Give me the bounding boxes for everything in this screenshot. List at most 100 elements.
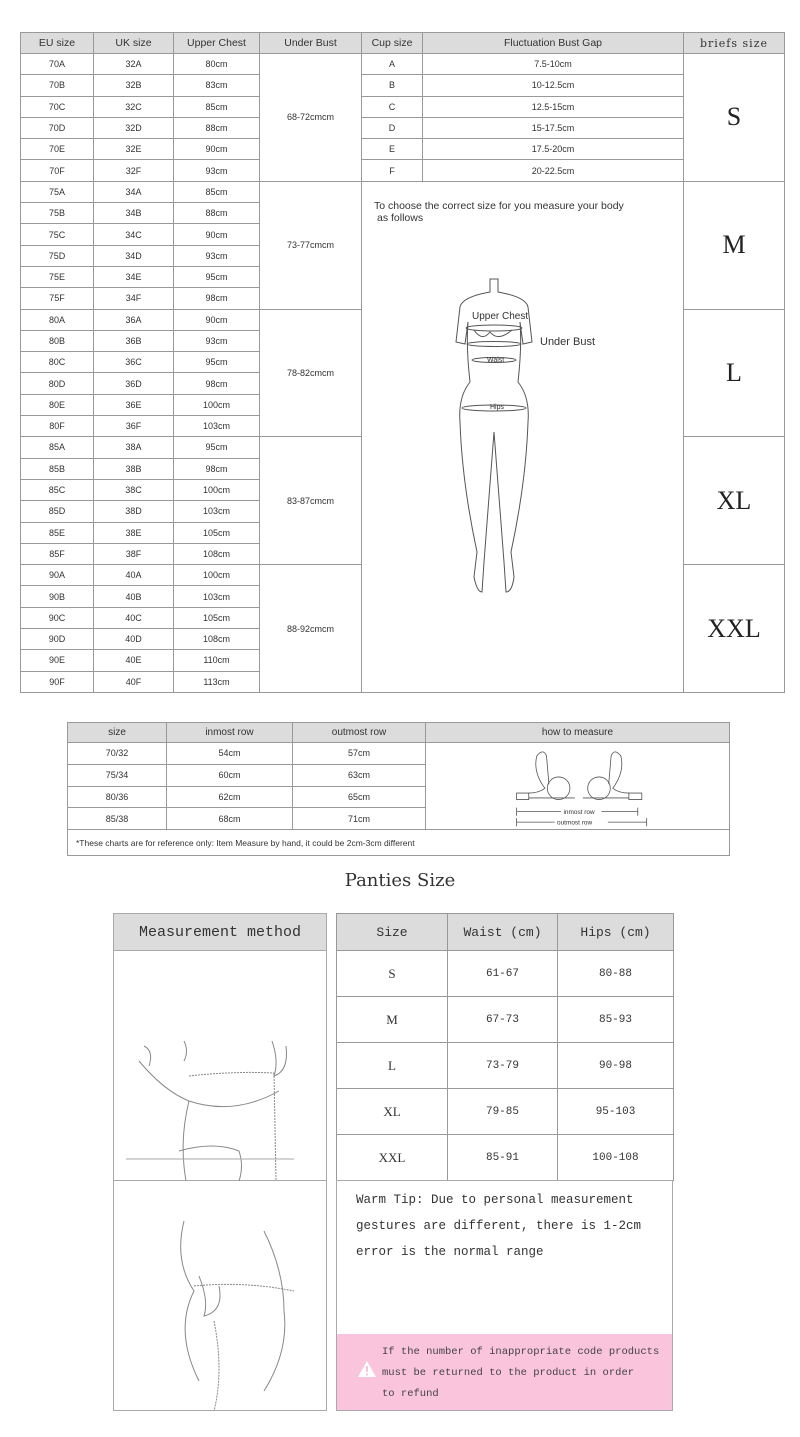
how-to-measure-diagram: inmost row outmost row [425,742,730,830]
warm-tip-panel: Warm Tip: Due to personal measurement ges… [336,1180,673,1411]
cell: 85A [20,436,94,459]
column-header: Size [336,913,448,951]
column-header: Under Bust [259,32,362,54]
table-row: 70D 32D 88cm D 15-17.5cm [20,116,785,140]
table-row: 80F 36F 103cm [20,415,785,438]
briefs-size-cell: L [683,308,785,438]
table-row: 75C 34C 90cm [20,223,785,246]
table-row: 85C 38C 100cm [20,478,785,502]
cell: 95cm [173,351,260,374]
cell: 36C [93,351,174,374]
cell: 90cm [173,308,260,331]
mannequin-illustration: Upper Chest Under Bust Waist Hips [455,278,595,593]
column-header: briefs size [683,32,785,54]
cell: 75A [20,180,94,204]
hip-measure-illustration [114,1181,326,1412]
cell: 85cm [173,180,260,204]
outmost-row-label: outmost row [557,820,592,827]
tip-line: Warm Tip: Due to personal measurement [356,1193,634,1207]
cell: 40E [93,649,174,672]
cell: 70F [20,159,94,182]
note-row: *These charts are for reference only: It… [67,829,730,856]
cell: 40D [93,628,174,651]
cell: 90E [20,649,94,672]
cell: 57cm [292,742,426,765]
cell: 88cm [173,116,260,140]
cell: 38C [93,478,174,502]
under-bust-label: Under Bust [540,336,595,348]
gap-cell: 20-22.5cm [422,159,684,182]
return-warning: If the number of inappropriate code prod… [337,1334,672,1410]
cell: 80C [20,351,94,374]
table-row: 80C 36C 95cm [20,351,785,374]
cell: 85cm [173,95,260,118]
table-row: 80/36 62cm 65cm [67,785,730,809]
under-bust-cell: 78-82cmcm [259,308,362,438]
under-bust-cell: 83-87cmcm [259,436,362,566]
briefs-size-cell: M [683,180,785,310]
cell: 40C [93,606,174,630]
cell: 80B [20,329,94,353]
cell: 90-98 [557,1042,674,1089]
reference-note: *These charts are for reference only: It… [67,829,730,856]
cell: 90cm [173,138,260,161]
cup-cell: E [361,138,423,161]
cell: 95cm [173,265,260,289]
bra-size-table: EU size UK size Upper Chest Under Bust Cup s… [20,32,785,693]
column-header: EU size [20,32,94,54]
figure-instruction: To choose the correct size for you measu… [362,182,683,224]
cell: 61-67 [447,950,558,997]
column-header: how to measure [425,722,730,743]
cell: 88cm [173,202,260,225]
cell: 103cm [173,585,260,608]
cell: 62cm [166,785,293,809]
table-row: XL 79-85 95-103 [336,1088,674,1135]
cell: 65cm [292,785,426,809]
cell: 68cm [166,807,293,830]
table-row: 80E 36E 100cm [20,393,785,417]
table-row: 70B 32B 83cm B 10-12.5cm [20,74,785,97]
cell: 34E [93,265,174,289]
under-bust-cell: 88-92cmcm [259,564,362,693]
cup-cell: C [361,95,423,118]
bra-band-diagram: inmost row outmost row [515,751,647,827]
cell: 103cm [173,500,260,523]
gap-cell: 7.5-10cm [422,52,684,76]
cell: L [336,1042,448,1089]
cell: 105cm [173,606,260,630]
inmost-row-label: inmost row [563,809,595,816]
cup-cell: B [361,74,423,97]
cell: 80/36 [67,785,167,809]
cell: 83cm [173,74,260,97]
tip-line: gestures are different, there is 1-2cm [356,1219,642,1233]
table-row: 90F 40F 113cm [20,670,785,693]
column-header: Upper Chest [173,32,260,54]
cell: 110cm [173,649,260,672]
cell: 80D [20,372,94,395]
cell: 38E [93,521,174,544]
cell: 85C [20,478,94,502]
cell: 32C [93,95,174,118]
cell: 80-88 [557,950,674,997]
cell: S [336,950,448,997]
cell: 93cm [173,329,260,353]
cell: 80E [20,393,94,417]
cell: 75C [20,223,94,246]
waist-label: Waist [487,357,504,364]
cell: 85-93 [557,996,674,1043]
table-row: 70/32 54cm 57cm inmost row outmost row [67,742,730,830]
cell: 113cm [173,670,260,693]
cell: 95-103 [557,1088,674,1135]
cell: 108cm [173,542,260,566]
cell: 32F [93,159,174,182]
warning-line: to refund [382,1388,439,1400]
cell: 36A [93,308,174,331]
cup-cell: F [361,159,423,182]
cell: 63cm [292,763,426,787]
table-row: 70C 32C 85cm C 12.5-15cm [20,95,785,118]
cell: 32D [93,116,174,140]
cell: 38B [93,457,174,480]
cell: 90B [20,585,94,608]
cell: 60cm [166,763,293,787]
cell: 34A [93,180,174,204]
